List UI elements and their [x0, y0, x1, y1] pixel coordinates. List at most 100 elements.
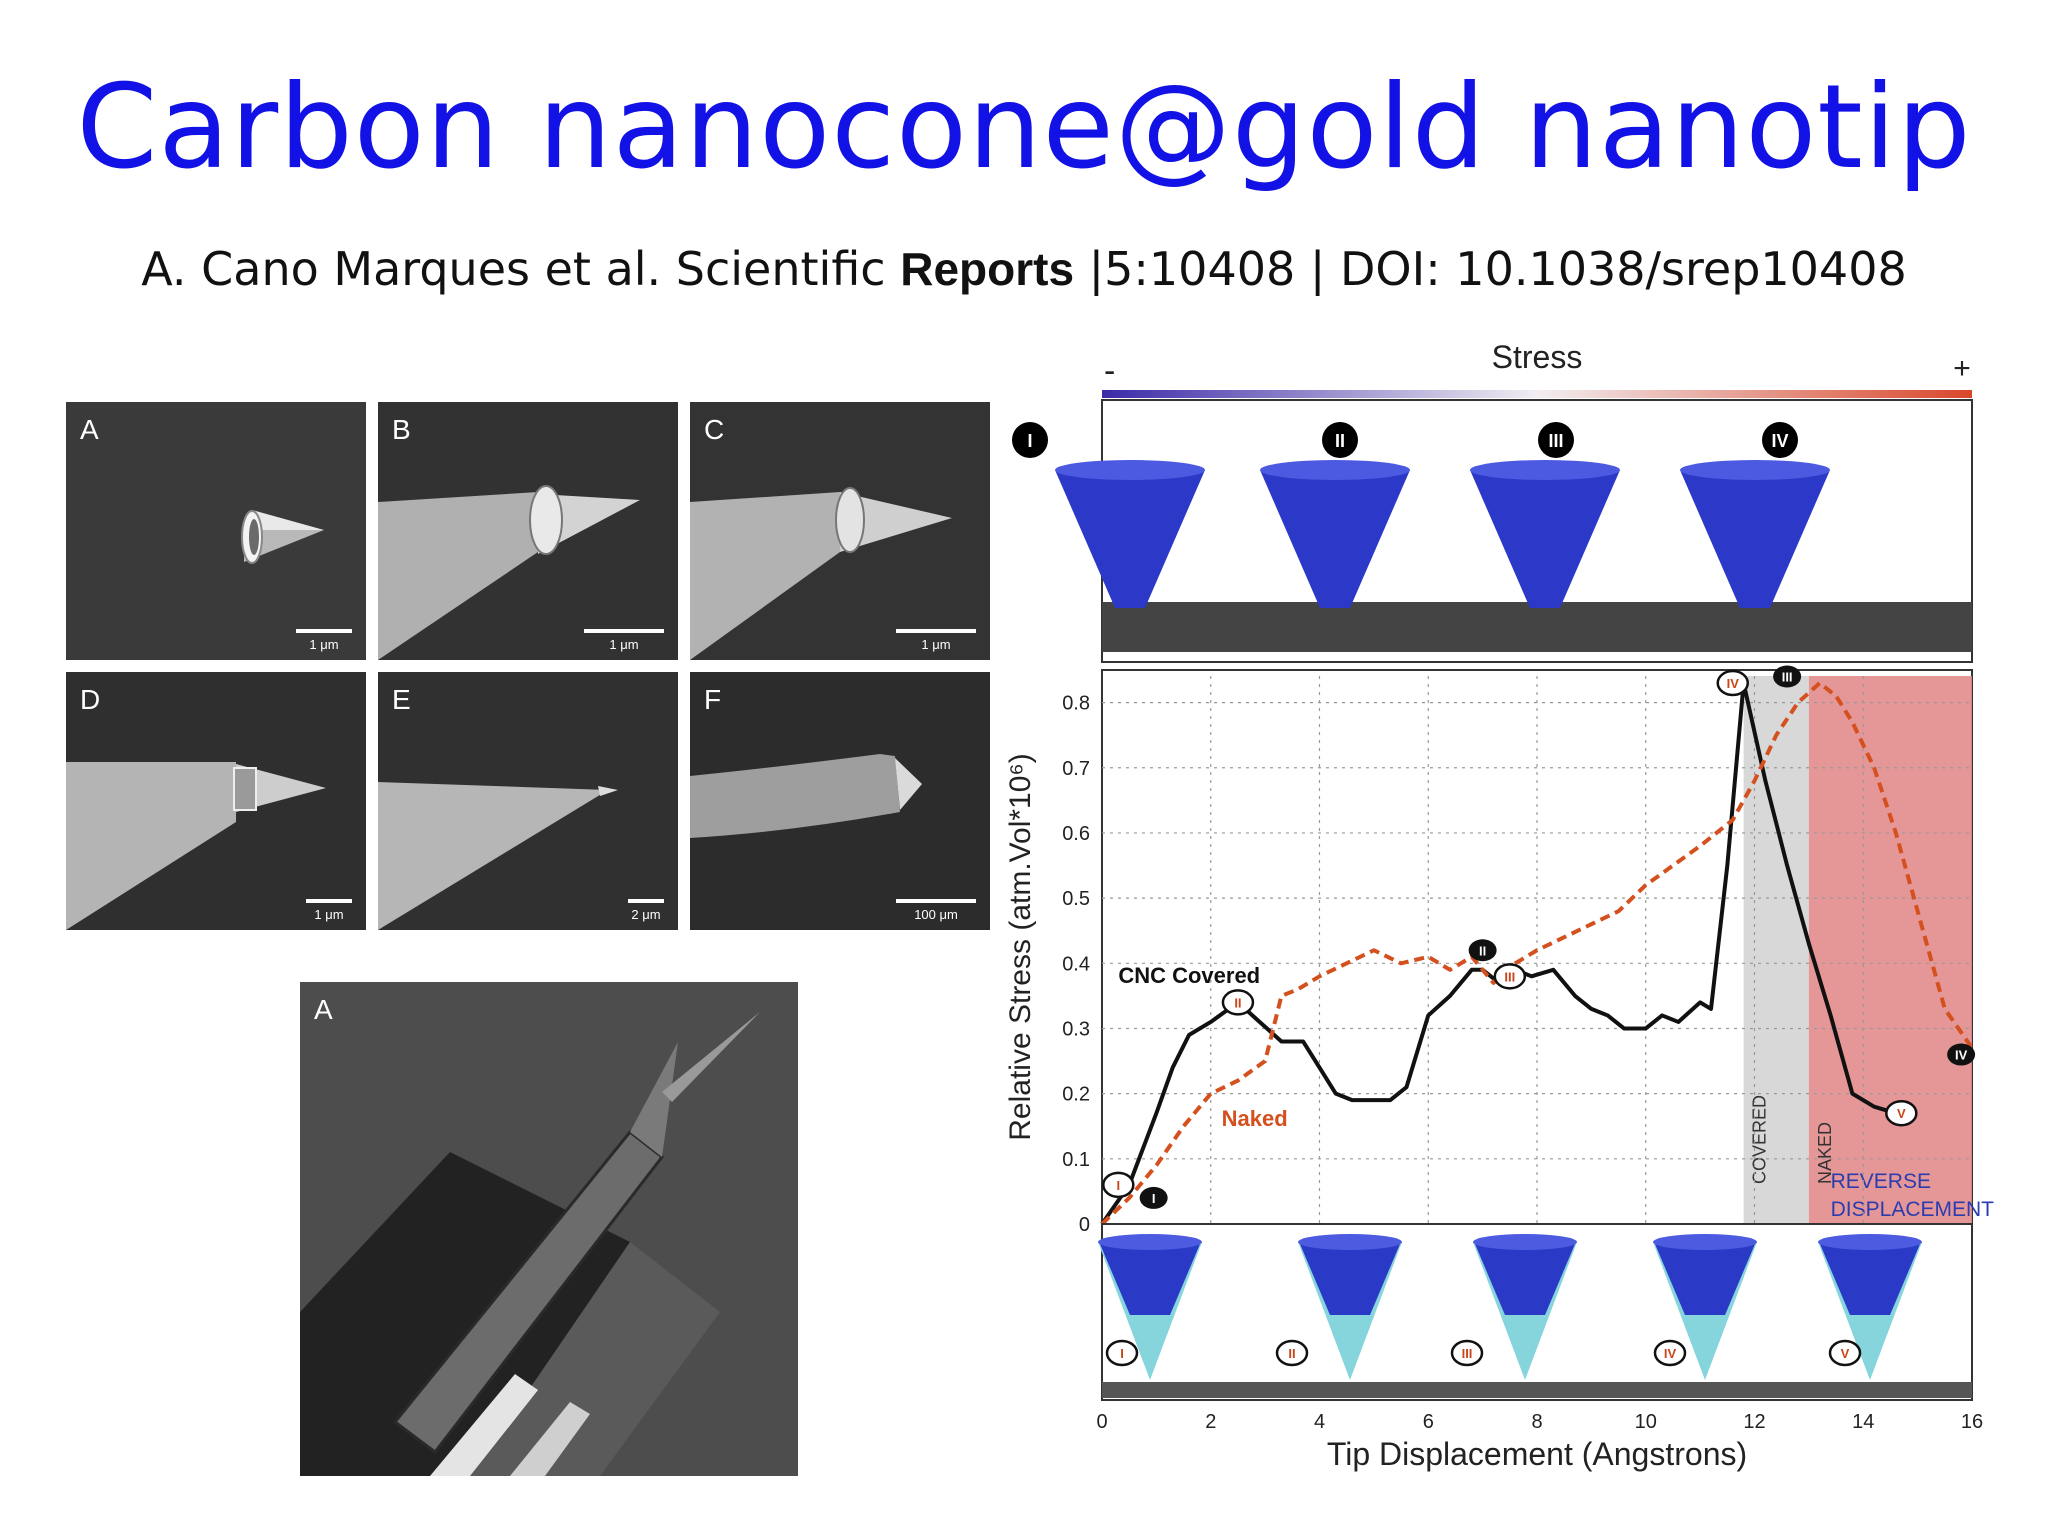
sem-panel-a: A 1 μm — [66, 402, 366, 660]
nanocone-snapshot — [1470, 470, 1620, 608]
stage-marker — [1139, 1186, 1168, 1209]
stage-marker — [1221, 989, 1255, 1016]
panel-label: A — [314, 994, 333, 1025]
region-annotation: REVERSE — [1831, 1170, 1931, 1193]
x-tick-label: 16 — [1961, 1411, 1983, 1433]
panel-label: E — [392, 684, 411, 715]
stage-marker-label: I — [1117, 1178, 1121, 1193]
tip-image — [378, 782, 618, 930]
citation-journal: Reports — [900, 243, 1075, 295]
nanocone-fill — [1475, 1244, 1575, 1315]
nanocone-rim — [1473, 1234, 1577, 1250]
x-tick-label: 2 — [1205, 1411, 1216, 1433]
x-tick-label: 10 — [1635, 1411, 1657, 1433]
scale-bar: 1 μm — [584, 629, 664, 652]
region-annotation: DISPLACEMENT — [1831, 1198, 1995, 1221]
x-tick-label: 12 — [1743, 1411, 1765, 1433]
stage-marker-label: IV — [1955, 1048, 1968, 1063]
snapshot-marker — [1105, 1339, 1139, 1367]
nanocone-rim — [1680, 460, 1830, 480]
tip-cone-image — [378, 485, 640, 660]
scale-bar: 1 μm — [296, 629, 352, 652]
snapshot-marker — [1828, 1339, 1862, 1367]
sem-panel-b: B 1 μm — [378, 402, 678, 660]
colorbar-min-label: - — [1104, 352, 1115, 390]
x-tick-label: 14 — [1852, 1411, 1874, 1433]
series-label: Naked — [1222, 1106, 1288, 1131]
scale-bar: 1 μm — [306, 899, 352, 922]
sem-panel-e: E 2 μm — [378, 672, 678, 930]
nanocone-rim — [1260, 460, 1410, 480]
panel-label: C — [704, 414, 725, 445]
snapshot-marker-label: II — [1288, 1346, 1295, 1361]
scale-bar: 2 μm — [628, 899, 664, 922]
stress-colorbar — [1102, 390, 1972, 398]
y-tick-label: 0.2 — [1062, 1084, 1090, 1106]
snapshot-marker-label: I — [1120, 1346, 1124, 1361]
stage-marker — [1773, 665, 1802, 688]
colorbar-max-label: + — [1953, 352, 1971, 385]
stage-marker-label: III — [1504, 969, 1515, 984]
sem-panel-f: F 100 μm — [690, 672, 990, 930]
snapshot-marker — [1762, 422, 1798, 458]
cone-image — [241, 510, 324, 564]
stage-marker-label: IV — [1727, 676, 1740, 691]
tip-cone-image — [66, 762, 326, 930]
nanocone-rim — [1055, 460, 1205, 480]
series-label: CNC Covered — [1118, 963, 1260, 988]
region-label: NAKED — [1815, 1122, 1835, 1184]
y-tick-label: 0.6 — [1062, 823, 1090, 845]
y-tick-label: 0.3 — [1062, 1018, 1090, 1040]
tip-cone-image — [690, 487, 952, 660]
snapshot-marker-label: IV — [1771, 431, 1788, 451]
series-line-naked — [1100, 681, 1974, 1226]
y-tick-label: 0.5 — [1062, 888, 1090, 910]
x-tick-label: 6 — [1423, 1411, 1434, 1433]
nanocone-snapshot — [1680, 470, 1830, 608]
citation-authors: A. Cano Marques et al. Scientific — [141, 242, 886, 296]
nanocone-rim — [1653, 1234, 1757, 1250]
nanocone-rim — [1818, 1234, 1922, 1250]
bottom-substrate — [1102, 1382, 1972, 1398]
stage-marker — [1716, 669, 1749, 697]
nanocone-fill — [1300, 1244, 1400, 1315]
citation-details: |5:10408 | DOI: 10.1038/srep10408 — [1088, 242, 1907, 296]
panel-label: B — [392, 414, 411, 445]
x-tick-label: 0 — [1096, 1411, 1107, 1433]
wire-image — [690, 754, 922, 838]
stage-marker — [1493, 963, 1527, 990]
sem-panel-large: A — [300, 982, 798, 1476]
y-tick-label: 0.1 — [1062, 1149, 1090, 1171]
snapshot-marker — [1450, 1339, 1484, 1367]
stage-marker — [1102, 1171, 1135, 1199]
nanocone-rim — [1298, 1234, 1402, 1250]
panel-label: D — [80, 684, 101, 715]
nanocone-rim — [1098, 1234, 1202, 1250]
nanocone-snapshot — [1260, 470, 1410, 608]
nanocone-fill — [1820, 1244, 1920, 1315]
stage-marker-label: II — [1234, 995, 1241, 1010]
colorbar-label: Stress — [1492, 339, 1583, 375]
stage-marker-label: III — [1782, 670, 1793, 685]
nanocone-rim — [1470, 460, 1620, 480]
snapshot-marker — [1275, 1339, 1309, 1367]
snapshot-marker — [1538, 422, 1574, 458]
y-tick-label: 0.7 — [1062, 758, 1090, 780]
top-substrate — [1102, 602, 1972, 652]
citation: A. Cano Marques et al. Scientific Report… — [0, 242, 2048, 296]
y-tick-label: 0.4 — [1062, 953, 1090, 975]
stage-marker — [1947, 1043, 1976, 1066]
nanocone-fill — [1100, 1244, 1200, 1315]
y-tick-label: 0 — [1079, 1214, 1090, 1236]
nanocone-snapshot — [1055, 470, 1205, 608]
snapshot-marker — [1322, 422, 1358, 458]
snapshot-marker-label: IV — [1664, 1346, 1677, 1361]
panel-label: F — [704, 684, 722, 715]
nanotip-holder-image — [300, 982, 798, 1476]
stage-marker-label: V — [1897, 1106, 1906, 1121]
sem-panel-c: C 1 μm — [690, 402, 990, 660]
snapshot-marker-label: II — [1335, 431, 1345, 451]
region-label: COVERED — [1750, 1095, 1770, 1184]
sem-panel-d: D 1 μm — [66, 672, 366, 930]
